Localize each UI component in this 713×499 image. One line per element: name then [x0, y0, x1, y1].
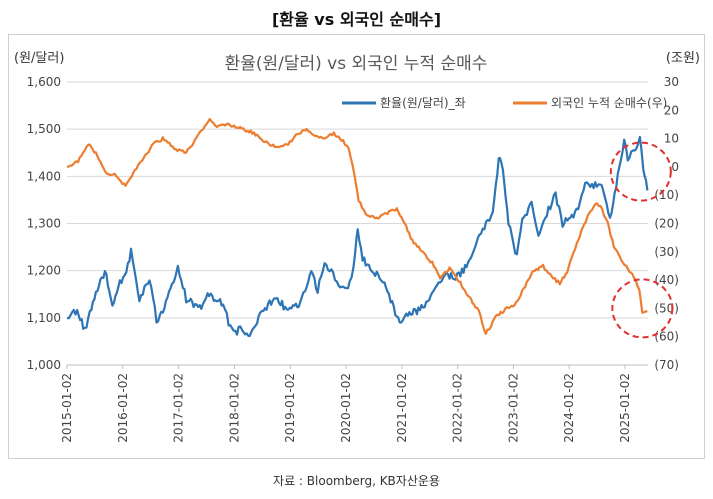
left-tick-label: 1,500 — [27, 122, 61, 136]
right-axis-unit: (조원) — [666, 51, 700, 66]
legend: 환율(원/달러)_좌 외국인 누적 순매수(우) — [342, 96, 667, 110]
highlight-circle — [609, 141, 672, 202]
left-tick-label: 1,100 — [27, 311, 61, 325]
source-note: 자료 : Bloomberg, KB자산운용 — [273, 474, 440, 488]
x-tick-label: 2017-01-02 — [172, 373, 186, 443]
left-tick-label: 1,300 — [27, 217, 61, 231]
figure-heading: [환율 vs 외국인 순매수] — [271, 10, 442, 29]
series-line-foreign-flow — [66, 117, 648, 335]
left-tick-label: 1,400 — [27, 169, 61, 183]
left-tick-label: 1,600 — [27, 75, 61, 89]
right-tick-label: (10) — [654, 188, 679, 202]
right-tick-label: (40) — [654, 273, 679, 287]
right-tick-label: (50) — [654, 301, 679, 315]
right-tick-label: (30) — [654, 245, 679, 259]
x-tick-label: 2022-01-02 — [451, 373, 465, 443]
right-tick-label: 10 — [664, 132, 679, 146]
series-line-fx — [66, 135, 649, 338]
x-tick-label: 2016-01-02 — [116, 373, 130, 443]
chart-frame — [8, 34, 705, 459]
x-tick-label: 2023-01-02 — [506, 373, 520, 443]
right-tick-label: (20) — [654, 217, 679, 231]
left-tick-label: 1,200 — [27, 264, 61, 278]
legend-label: 외국인 누적 순매수(우) — [551, 96, 667, 110]
x-tick-label: 2025-01-02 — [618, 373, 632, 443]
chart-title: 환율(원/달러) vs 외국인 누적 순매수 — [225, 54, 488, 74]
left-tick-label: 1,000 — [27, 358, 61, 372]
right-tick-label: (60) — [654, 330, 679, 344]
right-tick-label: 20 — [664, 103, 679, 117]
highlight-circle — [611, 278, 674, 339]
right-tick-label: (70) — [654, 358, 679, 372]
right-tick-label: 0 — [671, 160, 679, 174]
x-tick-label: 2021-01-02 — [395, 373, 409, 443]
x-tick-label: 2018-01-02 — [227, 373, 241, 443]
right-tick-label: 30 — [664, 75, 679, 89]
left-axis-unit: (원/달러) — [14, 51, 64, 66]
x-tick-label: 2015-01-02 — [60, 373, 74, 443]
x-tick-label: 2020-01-02 — [339, 373, 353, 443]
x-tick-label: 2019-01-02 — [283, 373, 297, 443]
x-tick-label: 2024-01-02 — [562, 373, 576, 443]
legend-label: 환율(원/달러)_좌 — [380, 96, 466, 110]
